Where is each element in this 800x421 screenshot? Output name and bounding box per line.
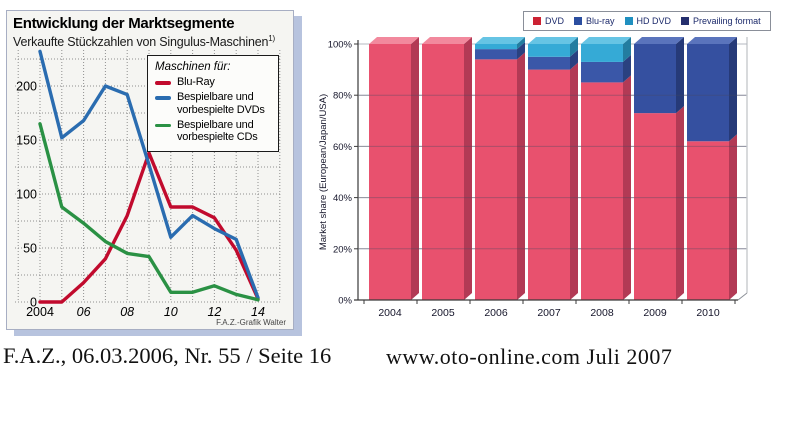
legend-swatch-hd-dvd xyxy=(624,17,633,25)
svg-text:2008: 2008 xyxy=(590,307,614,319)
svg-text:150: 150 xyxy=(16,133,37,147)
bar-2009 xyxy=(634,37,684,301)
bar-2007 xyxy=(528,37,578,300)
svg-text:14: 14 xyxy=(251,305,265,319)
faz-legend-title: Maschinen für: xyxy=(155,61,231,73)
svg-text:10: 10 xyxy=(164,305,178,319)
faz-chart-subtitle: Verkaufte Stückzahlen von Singulus-Masch… xyxy=(13,34,287,49)
market-share-chart-panel: 0% 20% 40% 60% 80% 100% 2004 2005 2006 2007 2008 20… xyxy=(312,0,800,338)
svg-text:2007: 2007 xyxy=(537,307,561,319)
bar-2004 xyxy=(369,37,419,300)
faz-legend-box: Maschinen für: Blu-Ray Bespielbare und vo… xyxy=(147,55,279,152)
svg-text:100%: 100% xyxy=(328,40,353,51)
bar-2010 xyxy=(687,37,737,300)
bar-axes xyxy=(354,40,738,304)
bars xyxy=(369,37,737,301)
bar-chart-legend-box: DVD Blu-ray HD DVD Prevailing format xyxy=(523,11,771,31)
svg-text:100: 100 xyxy=(16,187,37,201)
legend-swatch-blu-ray xyxy=(155,81,171,85)
faz-series-bespielbare-und-vorbespielte-dvds xyxy=(38,49,260,300)
footnote-marker: 1) xyxy=(268,33,275,43)
faz-legend-items: Blu-Ray Bespielbare und vorbespielte DVDs… xyxy=(155,76,271,144)
legend-label: Prevailing format xyxy=(693,16,761,26)
svg-text:40%: 40% xyxy=(333,193,353,204)
bar-legend-item-blu-ray: Blu-ray xyxy=(574,16,615,26)
legend-swatch-prevailing-format xyxy=(681,17,690,25)
svg-text:2004: 2004 xyxy=(378,307,402,319)
faz-legend-item-blu-ray: Blu-Ray xyxy=(155,76,271,88)
svg-text:200: 200 xyxy=(16,79,37,93)
legend-label: Blu-ray xyxy=(586,16,615,26)
svg-text:06: 06 xyxy=(77,305,91,319)
y-axis-title: Market share (European/Japan/USA) xyxy=(318,94,329,250)
svg-text:2006: 2006 xyxy=(484,307,508,319)
faz-attribution: F.A.Z.-Grafik Walter xyxy=(216,318,286,327)
svg-text:2004: 2004 xyxy=(26,305,54,319)
bar-legend-item-dvd: DVD xyxy=(533,16,564,26)
faz-series-blu-ray xyxy=(38,150,260,304)
legend-label: Bespielbare und vorbespielte DVDs xyxy=(177,91,265,116)
bar-axis-labels: 0% 20% 40% 60% 80% 100% 2004 2005 2006 2007 2008 20… xyxy=(318,40,720,320)
svg-text:2005: 2005 xyxy=(431,307,455,319)
bar-front-gridlines xyxy=(359,94,746,250)
bar-2008 xyxy=(581,37,631,301)
svg-text:08: 08 xyxy=(120,305,134,319)
bar-2005 xyxy=(422,37,472,300)
faz-chart-panel: Entwicklung der Marktsegmente Verkaufte … xyxy=(6,10,294,330)
faz-series-bespielbare-und-vorbespielte-cds xyxy=(38,121,260,302)
legend-swatch-bespielbare-und-vorbespielte-cds xyxy=(155,123,171,128)
svg-text:80%: 80% xyxy=(333,91,353,102)
svg-text:2009: 2009 xyxy=(643,307,667,319)
source-caption-web: www.oto-online.com Juli 2007 xyxy=(386,344,673,369)
faz-chart-title: Entwicklung der Marktsegmente xyxy=(13,15,235,32)
faz-y-tick-labels: 0 50 100 150 200 xyxy=(15,78,39,311)
svg-text:12: 12 xyxy=(207,305,221,319)
faz-x-tick-labels: 2004 06 08 10 12 14 xyxy=(26,305,265,319)
svg-text:50: 50 xyxy=(23,241,37,255)
faz-subtitle-text: Verkaufte Stückzahlen von Singulus-Masch… xyxy=(13,34,269,49)
legend-swatch-blu-ray xyxy=(574,17,583,25)
legend-label: HD DVD xyxy=(636,16,672,26)
faz-legend-item-bespielbare-und-vorbespielte-dvds: Bespielbare und vorbespielte DVDs xyxy=(155,91,271,116)
bar-legend-item-hd-dvd: HD DVD xyxy=(624,16,672,26)
svg-text:0: 0 xyxy=(30,295,37,309)
svg-text:0%: 0% xyxy=(338,296,352,307)
source-caption-faz: F.A.Z., 06.03.2006, Nr. 55 / Seite 16 xyxy=(3,343,332,368)
legend-label: DVD xyxy=(545,16,565,26)
faz-legend-item-bespielbare-und-vorbespielte-cds: Bespielbare und vorbespielte CDs xyxy=(155,119,271,144)
svg-text:20%: 20% xyxy=(333,244,353,255)
market-share-bar-chart: 0% 20% 40% 60% 80% 100% 2004 2005 2006 2007 2008 20… xyxy=(318,37,748,320)
bar-2006 xyxy=(475,37,525,300)
bar-legend-item-prevailing-format: Prevailing format xyxy=(681,16,761,26)
svg-text:60%: 60% xyxy=(333,142,353,153)
legend-label: Bespielbare und vorbespielte CDs xyxy=(177,118,258,144)
legend-label: Blu-Ray xyxy=(177,76,215,88)
legend-swatch-dvd xyxy=(533,17,541,25)
svg-text:2010: 2010 xyxy=(696,307,720,319)
legend-swatch-bespielbare-und-vorbespielte-dvds xyxy=(155,96,171,100)
